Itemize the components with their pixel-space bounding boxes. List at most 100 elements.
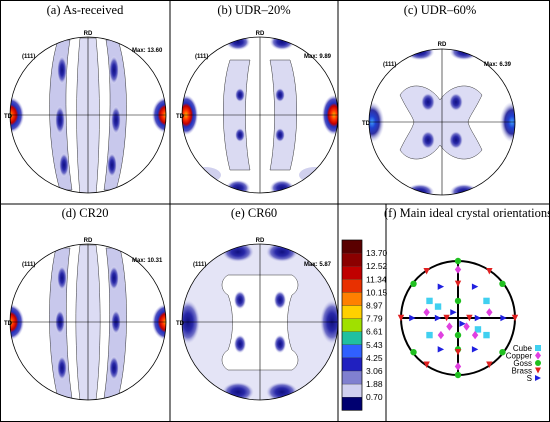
colorbar-level-label: 0.70 — [366, 392, 383, 402]
td-label-b: TD — [176, 114, 185, 120]
orientation-marker — [397, 314, 405, 322]
colorbar-level-label: 6.61 — [366, 327, 383, 337]
orientation-marker — [426, 297, 433, 305]
plane-label-b: (111) — [195, 54, 208, 60]
orientation-marker — [409, 314, 416, 322]
orientation-marker — [454, 265, 462, 274]
orientation-marker — [434, 314, 442, 322]
colorbar-swatch — [341, 279, 363, 293]
legend-marker — [535, 345, 541, 351]
orientation-marker — [471, 330, 479, 340]
colorbar-level-label: 11.34 — [366, 274, 387, 284]
orientation-marker — [499, 349, 506, 356]
td-label-e: TD — [176, 321, 185, 327]
panel-a: (a) As-received RD TD (111) Max: 13.60 — [4, 3, 167, 194]
orientation-marker — [446, 322, 453, 331]
td-label-a: TD — [4, 114, 13, 120]
plane-label-d: (111) — [22, 262, 35, 268]
rd-label-c: RD — [438, 42, 447, 48]
colorbar-swatch — [341, 292, 363, 306]
panel-c-title: (c) UDR–60% — [404, 3, 477, 17]
colorbar-level-label: 4.25 — [366, 353, 383, 363]
colorbar-level-label: 12.52 — [366, 261, 388, 271]
colorbar-level-label: 8.97 — [366, 301, 383, 311]
orientation-marker — [437, 283, 445, 290]
orientation-marker — [483, 331, 490, 339]
max-label-b: Max: 9.89 — [304, 54, 332, 60]
colorbar-level-label: 5.43 — [366, 340, 383, 350]
rd-label-e: RD — [256, 238, 265, 244]
orientation-marker — [459, 320, 466, 327]
pole-figure-a-contours — [10, 37, 166, 193]
colorbar: 13.70 12.52 11.34 10.15 8.97 7.79 6.61 5.43 4.25… — [341, 239, 388, 411]
colorbar-swatch — [341, 357, 363, 372]
orientation-marker — [486, 268, 493, 275]
orientation-marker — [443, 314, 450, 322]
legend-label: Brass — [512, 367, 532, 376]
max-label-c: Max: 6.39 — [484, 62, 512, 68]
orientation-marker — [454, 331, 462, 339]
legend-marker — [535, 375, 541, 381]
panel-b-title: (b) UDR–20% — [217, 3, 290, 17]
td-label-c: TD — [362, 121, 371, 127]
legend-marker — [535, 351, 541, 360]
colorbar-level-label: 7.79 — [366, 314, 383, 324]
panel-f: (f) Main ideal crystal orientations Cube… — [384, 206, 550, 383]
orientation-marker — [454, 257, 462, 265]
orientation-marker — [466, 314, 473, 322]
panel-d: (d) CR20 RD TD (111) Max: 10.31 — [4, 206, 167, 401]
colorbar-swatch — [341, 266, 363, 280]
td-label-d: TD — [4, 321, 13, 327]
orientation-marker — [486, 361, 493, 368]
panel-a-title: (a) As-received — [47, 3, 124, 17]
colorbar-swatch — [341, 318, 363, 332]
colorbar-level-label: 3.06 — [366, 366, 383, 376]
orientation-marker — [434, 303, 442, 310]
orientation-marker — [471, 283, 479, 290]
colorbar-swatch — [341, 383, 363, 398]
colorbar-swatch — [341, 344, 363, 359]
legend-label: Copper — [506, 352, 533, 361]
orientation-marker — [486, 308, 493, 317]
panel-b: (b) UDR–20% RD TD (111) Max: 9.89 — [176, 3, 339, 194]
orientation-markers — [397, 257, 519, 379]
orientation-marker — [423, 308, 430, 317]
legend-label: Cube — [513, 344, 533, 353]
plane-label-e: (111) — [193, 262, 206, 268]
rd-label-b: RD — [256, 31, 265, 37]
legend-marker — [535, 360, 541, 366]
colorbar-swatch — [341, 305, 363, 319]
orientation-marker — [454, 362, 462, 371]
orientation-marker — [500, 314, 507, 322]
max-label-e: Max: 5.87 — [304, 262, 332, 268]
legend-label: S — [527, 374, 532, 383]
orientation-marker — [450, 309, 457, 316]
orientation-marker — [437, 346, 445, 353]
legend-marker — [535, 367, 541, 374]
orientation-marker — [410, 349, 417, 356]
orientation-marker — [426, 331, 433, 339]
plane-label-a: (111) — [22, 54, 35, 60]
orientation-marker — [454, 297, 462, 305]
panel-e-title: (e) CR60 — [231, 206, 277, 220]
panel-e: (e) CR60 RD TD (111) Max: 5.87 — [176, 206, 339, 401]
orientation-marker — [474, 326, 482, 333]
panel-f-title: (f) Main ideal crystal orientations — [384, 206, 550, 220]
orientation-marker — [423, 361, 430, 368]
legend-label: Goss — [513, 359, 532, 368]
orientation-marker — [463, 322, 470, 331]
max-label-d: Max: 10.31 — [132, 258, 163, 264]
rd-label-a: RD — [84, 31, 93, 37]
orientation-marker — [511, 314, 519, 322]
pole-figure-d-contours — [10, 244, 166, 400]
colorbar-level-label: 13.70 — [366, 248, 388, 258]
panel-d-title: (d) CR20 — [62, 206, 109, 220]
plane-label-c: (111) — [383, 62, 396, 68]
rd-label-d: RD — [84, 238, 93, 244]
orientation-marker — [454, 349, 462, 356]
colorbar-swatch — [341, 331, 363, 345]
orientation-marker — [474, 314, 482, 322]
orientation-marker — [454, 371, 462, 379]
